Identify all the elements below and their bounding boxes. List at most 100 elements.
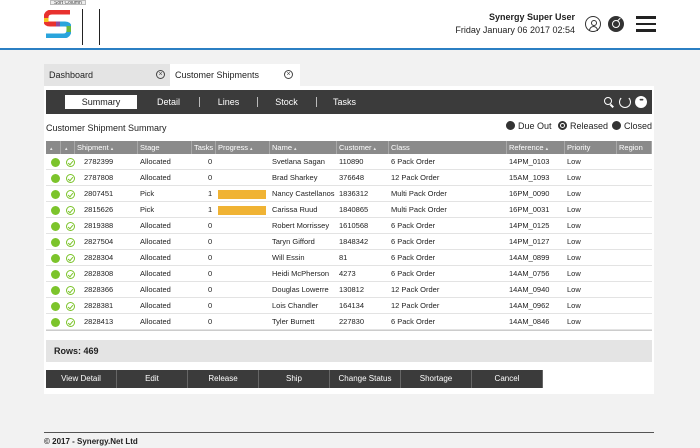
- cell-customer: 1848342: [339, 237, 369, 246]
- close-icon[interactable]: ×: [156, 70, 165, 79]
- progress-bar: [218, 286, 266, 295]
- cell-customer: 164134: [339, 301, 365, 310]
- check-circle-icon: [66, 238, 75, 247]
- shipment-table: ▴ ▴ Shipment ▴ Stage Tasks Progress ▴ Name…: [46, 141, 652, 331]
- table-row[interactable]: 2819388 Allocated 0 Robert Morrissey 1610568…: [46, 218, 652, 234]
- cell-progress: [216, 298, 270, 314]
- cell-shipment: 2828366: [84, 285, 114, 294]
- more-options-icon[interactable]: [635, 95, 647, 108]
- power-toggle-icon[interactable]: [608, 16, 624, 32]
- filter-label: Due Out: [518, 121, 552, 131]
- filter-label: Released: [570, 121, 609, 131]
- column-shipment[interactable]: Shipment ▴: [75, 141, 138, 154]
- cell-name: Robert Morrissey: [272, 221, 330, 230]
- cell-stage: Allocated: [140, 237, 171, 246]
- table-row[interactable]: 2807451 Pick 1 Nancy Castellanos 1836312 Mult…: [46, 186, 652, 202]
- search-icon[interactable]: [603, 96, 615, 108]
- subtab-tasks[interactable]: Tasks: [332, 97, 356, 107]
- filter-closed[interactable]: Closed: [612, 121, 652, 132]
- table-row[interactable]: 2787808 Allocated 0 Brad Sharkey 376648 12 Pa…: [46, 170, 652, 186]
- cell-name: Tyler Burnett: [272, 317, 315, 326]
- cell-stage: Pick: [140, 189, 155, 198]
- column-status[interactable]: ▴: [46, 141, 61, 154]
- cell-priority: Low: [567, 157, 581, 166]
- cell-progress: [216, 282, 270, 298]
- cancel-button[interactable]: Cancel: [472, 370, 543, 388]
- cell-reference: 14AM_0962: [509, 301, 550, 310]
- user-profile-icon[interactable]: [585, 16, 601, 32]
- radio-icon: [506, 121, 515, 130]
- table-row[interactable]: 2828366 Allocated 0 Douglas Lowerre 130812 12…: [46, 282, 652, 298]
- cell-reference: 16PM_0031: [509, 205, 550, 214]
- cell-shipment: 2815626: [84, 205, 114, 214]
- subtab-summary[interactable]: Summary: [65, 95, 137, 109]
- refresh-icon[interactable]: [619, 96, 631, 108]
- tab-customer-shipments[interactable]: Customer Shipments ×: [170, 64, 300, 86]
- check-circle-icon: [66, 254, 75, 263]
- cell-name: Brad Sharkey: [272, 173, 318, 182]
- cell-name: Lois Chandler: [272, 301, 319, 310]
- column-progress[interactable]: Progress ▴: [216, 141, 270, 154]
- check-circle-icon: [66, 222, 75, 231]
- cell-shipment: 2819388: [84, 221, 114, 230]
- column-reference[interactable]: Reference ▴: [507, 141, 565, 154]
- footer-copyright: © 2017 - Synergy.Net Ltd: [44, 432, 654, 446]
- cell-region: [617, 266, 652, 282]
- cell-tasks: 0: [208, 301, 213, 310]
- progress-bar: [218, 174, 266, 183]
- edit-button[interactable]: Edit: [117, 370, 188, 388]
- filter-due-out[interactable]: Due Out: [506, 121, 552, 132]
- table-row[interactable]: 2828308 Allocated 0 Heidi McPherson 4273 6 Pa…: [46, 266, 652, 282]
- column-tasks[interactable]: Tasks: [192, 141, 216, 154]
- column-name[interactable]: Name ▴: [270, 141, 337, 154]
- cell-name: Will Essin: [272, 253, 305, 262]
- close-icon[interactable]: ×: [284, 70, 293, 79]
- divider: [257, 97, 258, 107]
- table-row[interactable]: 2815626 Pick 1 Carissa Ruud 1840865 Multi Pac…: [46, 202, 652, 218]
- status-dot-icon: [51, 318, 60, 327]
- column-stage[interactable]: Stage: [138, 141, 192, 154]
- cell-stage: Allocated: [140, 317, 171, 326]
- table-header: ▴ ▴ Shipment ▴ Stage Tasks Progress ▴ Name…: [46, 141, 652, 154]
- cell-class: 6 Pack Order: [391, 317, 436, 326]
- progress-bar: [218, 206, 266, 215]
- shortage-button[interactable]: Shortage: [401, 370, 472, 388]
- cell-tasks: 0: [208, 253, 213, 262]
- column-region[interactable]: Region: [617, 141, 652, 154]
- cell-tasks: 1: [208, 189, 213, 198]
- tab-label: Customer Shipments: [175, 70, 260, 80]
- table-row[interactable]: 2827504 Allocated 0 Taryn Gifford 1848342 6 P…: [46, 234, 652, 250]
- check-circle-icon: [66, 302, 75, 311]
- subtab-stock[interactable]: Stock: [275, 97, 298, 107]
- column-class[interactable]: Class: [389, 141, 507, 154]
- cell-priority: Low: [567, 205, 581, 214]
- change-status-button[interactable]: Change Status: [330, 370, 401, 388]
- subtab-detail[interactable]: Detail: [156, 97, 180, 107]
- cell-customer: 81: [339, 253, 348, 262]
- view-detail-button[interactable]: View Detail: [46, 370, 117, 388]
- table-row[interactable]: 2782399 Allocated 0 Svetlana Sagan 110890 6 P…: [46, 154, 652, 170]
- filter-released[interactable]: Released: [558, 121, 608, 132]
- cell-name: Taryn Gifford: [272, 237, 315, 246]
- table-row[interactable]: 2828381 Allocated 0 Lois Chandler 164134 12 P…: [46, 298, 652, 314]
- column-priority[interactable]: Priority: [565, 141, 617, 154]
- table-row[interactable]: 2828413 Allocated 0 Tyler Burnett 227830 6 Pa…: [46, 314, 652, 330]
- cell-reference: 14PM_0125: [509, 221, 550, 230]
- column-customer[interactable]: Customer ▴: [337, 141, 389, 154]
- table-row[interactable]: 2828304 Allocated 0 Will Essin 81 6 Pack Orde…: [46, 250, 652, 266]
- column-check[interactable]: ▴: [61, 141, 75, 154]
- subtab-lines[interactable]: Lines: [217, 97, 240, 107]
- tab-dashboard[interactable]: Dashboard ×: [44, 64, 170, 86]
- progress-bar: [218, 318, 266, 327]
- cell-progress: [216, 218, 270, 234]
- check-circle-icon: [66, 206, 75, 215]
- cell-customer: 227830: [339, 317, 365, 326]
- cell-customer: 1840865: [339, 205, 369, 214]
- divider: [199, 97, 200, 107]
- cell-progress: [216, 266, 270, 282]
- ship-button[interactable]: Ship: [259, 370, 330, 388]
- progress-bar: [218, 222, 266, 231]
- filter-label: Closed: [624, 121, 653, 131]
- hamburger-menu-icon[interactable]: [636, 16, 656, 32]
- release-button[interactable]: Release: [188, 370, 259, 388]
